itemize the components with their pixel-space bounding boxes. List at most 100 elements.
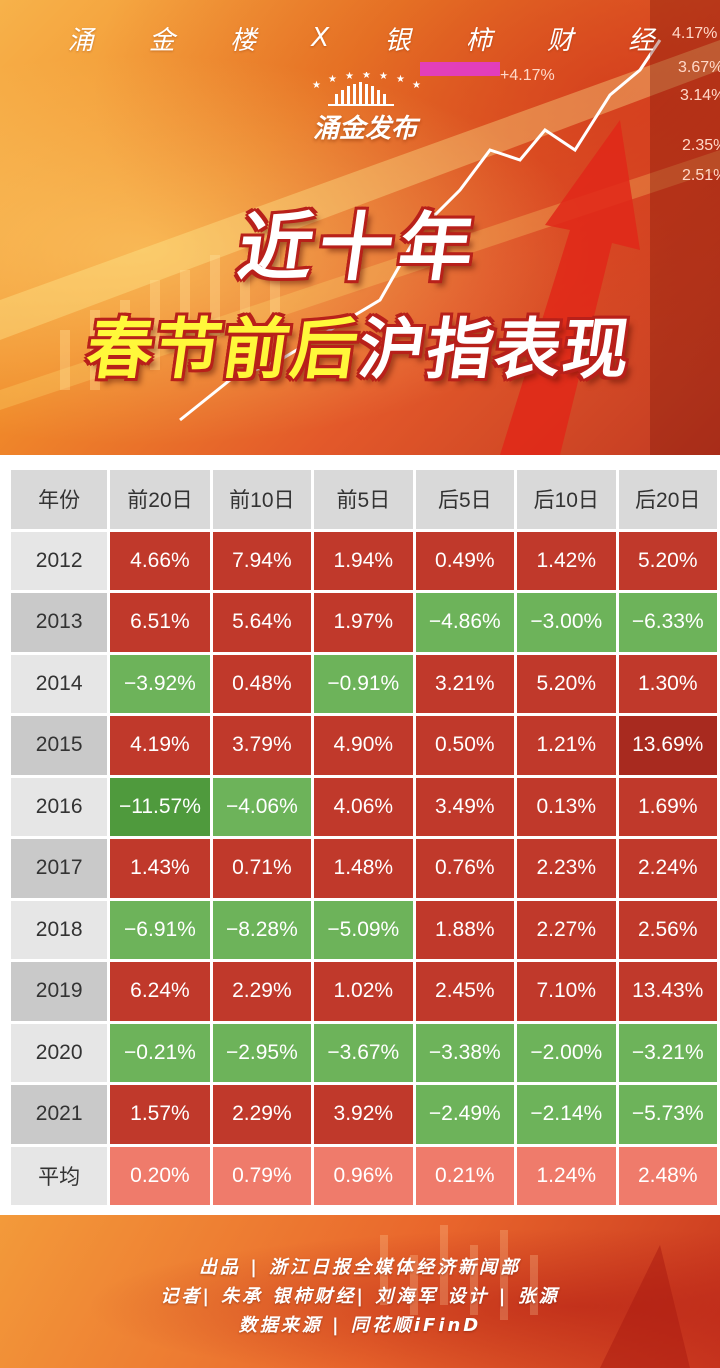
svg-text:★: ★ [412,80,421,91]
value-cell: 2.24% [618,839,717,898]
column-header: 前10日 [212,470,312,529]
credit-source: 数据来源 | 同花顺iFinD [238,1315,482,1336]
svg-text:★: ★ [362,72,371,81]
value-cell: 6.51% [110,593,210,652]
performance-table: 年份 前20日 前10日 前5日 后5日 后10日 后20日 2012 4.66% 7.94% 1… [8,467,720,1208]
data-table-section: 年份 前20日 前10日 前5日 后5日 后10日 后20日 2012 4.66% 7.94% 1… [0,455,720,1215]
value-cell: 0.71% [212,839,312,898]
credit-producer: 出品 | 浙江日报全媒体经济新闻部 [198,1257,522,1278]
value-cell: 4.19% [110,716,210,775]
value-cell: 1.30% [618,654,717,713]
page-title: 近十年 [233,205,486,291]
brand-char: 柿 [465,25,492,56]
year-cell: 2018 [11,900,108,959]
value-cell: −2.00% [517,1023,616,1082]
table-row: 2013 6.51% 5.64% 1.97% −4.86% −3.00% −6.33% [11,593,717,652]
value-cell: 13.43% [618,962,717,1021]
value-cell: 4.06% [314,777,413,836]
credit-authors: 记者| 朱承 银柿财经| 刘海军 设计 | 张源 [160,1286,560,1307]
value-cell: 0.50% [415,716,515,775]
value-cell: −3.67% [314,1023,413,1082]
brand-char: 涌 [67,25,94,56]
column-header-year: 年份 [11,470,108,529]
logo-text: 涌金发布 [312,114,417,144]
value-cell: 1.69% [618,777,717,836]
ticker-text: 3.67% [678,59,720,76]
brand-char: 银 [384,25,411,56]
year-cell: 2015 [11,716,108,775]
value-cell: −3.21% [618,1023,717,1082]
value-cell: 1.24% [517,1146,616,1205]
brand-char: 金 [148,25,175,56]
value-cell: 4.66% [110,531,210,590]
value-cell: 2.23% [517,839,616,898]
year-cell: 2020 [11,1023,108,1082]
value-cell: 3.92% [314,1085,413,1144]
column-header: 前20日 [110,470,210,529]
value-cell: 1.02% [314,962,413,1021]
ticker-text: 2.35% [682,137,720,154]
table-row: 2017 1.43% 0.71% 1.48% 0.76% 2.23% 2.24% [11,839,717,898]
value-cell: 2.27% [517,900,616,959]
column-header: 前5日 [314,470,413,529]
value-cell: −6.91% [110,900,210,959]
value-cell: 1.48% [314,839,413,898]
year-cell: 2016 [11,777,108,836]
value-cell: 13.69% [618,716,717,775]
value-cell: 2.56% [618,900,717,959]
value-cell: −2.49% [415,1085,515,1144]
brand-row: 涌 金 楼 X 银 柿 财 经 [0,18,720,58]
value-cell: 1.57% [110,1085,210,1144]
value-cell: 7.94% [212,531,312,590]
table-row: 平均 0.20% 0.79% 0.96% 0.21% 1.24% 2.48% [11,1146,717,1205]
publish-logo: ★ ★ ★ ★ ★ ★ ★ 涌金发布 [290,70,440,152]
value-cell: 0.48% [212,654,312,713]
value-cell: 5.20% [517,654,616,713]
value-cell: −3.92% [110,654,210,713]
value-cell: 5.20% [618,531,717,590]
value-cell: −0.21% [110,1023,210,1082]
year-cell: 2017 [11,839,108,898]
value-cell: −5.09% [314,900,413,959]
value-cell: −2.14% [517,1085,616,1144]
year-cell: 2021 [11,1085,108,1144]
value-cell: 6.24% [110,962,210,1021]
table-row: 2015 4.19% 3.79% 4.90% 0.50% 1.21% 13.69% [11,716,717,775]
value-cell: 2.48% [618,1146,717,1205]
value-cell: 1.97% [314,593,413,652]
value-cell: 3.79% [212,716,312,775]
value-cell: −6.33% [618,593,717,652]
value-cell: 1.42% [517,531,616,590]
column-header: 后5日 [415,470,515,529]
value-cell: 0.79% [212,1146,312,1205]
year-cell: 2019 [11,962,108,1021]
value-cell: −8.28% [212,900,312,959]
svg-text:★: ★ [379,72,388,82]
value-cell: −5.73% [618,1085,717,1144]
table-header-row: 年份 前20日 前10日 前5日 后5日 后10日 后20日 [11,470,717,529]
svg-text:★: ★ [312,80,321,91]
value-cell: 2.45% [415,962,515,1021]
value-cell: 0.13% [517,777,616,836]
value-cell: −3.00% [517,593,616,652]
column-header: 后20日 [618,470,717,529]
value-cell: 0.21% [415,1146,515,1205]
page-subtitle: 春节前后沪指表现 [0,296,720,392]
value-cell: 3.21% [415,654,515,713]
subtitle-highlight: 春节前后 [81,311,365,388]
year-cell: 2014 [11,654,108,713]
value-cell: 4.90% [314,716,413,775]
ticker-text: +4.17% [500,67,555,84]
value-cell: 7.10% [517,962,616,1021]
table-row: 2021 1.57% 2.29% 3.92% −2.49% −2.14% −5.73% [11,1085,717,1144]
value-cell: 2.29% [212,962,312,1021]
ticker-text: 3.14% [680,87,720,104]
year-cell: 平均 [11,1146,108,1205]
value-cell: 5.64% [212,593,312,652]
table-row: 2020 −0.21% −2.95% −3.67% −3.38% −2.00% −3.21% [11,1023,717,1082]
svg-text:★: ★ [345,72,354,82]
svg-text:★: ★ [396,74,405,85]
value-cell: 0.49% [415,531,515,590]
header-banner: 4.17% 3.67% 3.14% 2.35% 2.51% +4.17% 涌 金… [0,0,720,455]
footer-background [380,1225,690,1368]
